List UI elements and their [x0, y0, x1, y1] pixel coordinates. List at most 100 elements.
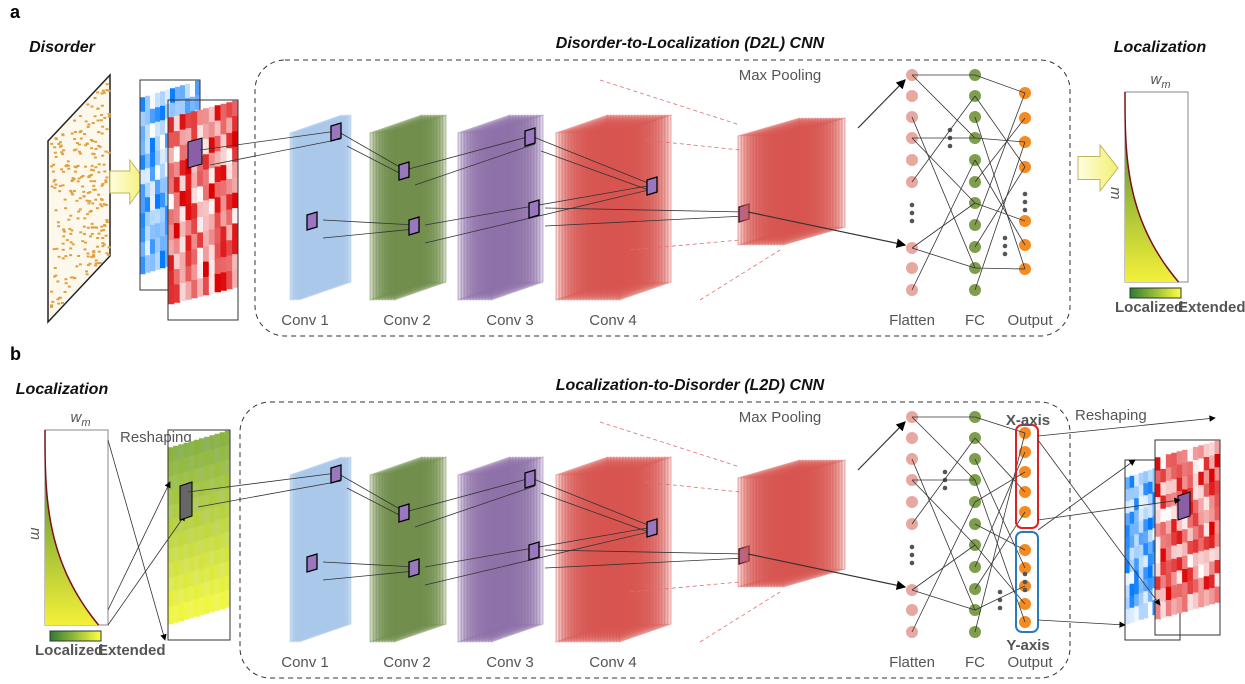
- disorder-site: [81, 240, 84, 242]
- disorder-site: [71, 132, 74, 134]
- disorder-site: [88, 191, 91, 193]
- disorder-site: [55, 138, 58, 140]
- layer-label: Conv 2: [383, 312, 431, 329]
- output-label: Localization: [1114, 39, 1207, 56]
- heat-cell: [1193, 593, 1199, 609]
- disorder-site: [94, 141, 97, 143]
- disorder-site: [101, 183, 104, 185]
- connection: [1038, 620, 1125, 625]
- disorder-site: [100, 205, 103, 207]
- flow-arrow: [1078, 145, 1118, 191]
- connection: [912, 75, 975, 138]
- reshaped-map: [168, 430, 231, 640]
- disorder-site: [65, 282, 68, 284]
- plot-y-label: m: [27, 528, 44, 541]
- connection: [912, 502, 975, 632]
- heat-cell: [191, 280, 197, 298]
- disorder-site: [87, 264, 90, 266]
- disorder-site: [83, 133, 86, 135]
- disorder-site: [103, 164, 106, 166]
- colorbar-label: Extended: [1178, 299, 1245, 316]
- disorder-site: [105, 89, 108, 91]
- heat-cell: [215, 593, 221, 611]
- heat-cell: [168, 286, 174, 304]
- disorder-site: [104, 179, 107, 181]
- heat-cell: [160, 251, 166, 269]
- disorder-site: [73, 120, 76, 122]
- disorder-site: [73, 149, 76, 151]
- connection: [975, 524, 1025, 550]
- heat-cell: [1125, 609, 1130, 624]
- colorbar-label: Localized: [1115, 299, 1183, 316]
- disorder-site: [103, 224, 106, 226]
- feature-map: [738, 118, 800, 245]
- disorder-site: [75, 200, 78, 202]
- disorder-site: [105, 219, 108, 221]
- heat-cell: [1198, 591, 1204, 607]
- neuron: [906, 496, 919, 509]
- disorder-site: [96, 246, 99, 248]
- layer-label: Conv 4: [589, 654, 637, 671]
- feature-map: [458, 457, 510, 642]
- disorder-site: [92, 122, 95, 124]
- disorder-site: [96, 237, 99, 239]
- disorder-site: [108, 152, 111, 154]
- disorder-site: [69, 233, 72, 235]
- dense-label: Flatten: [889, 654, 935, 671]
- plot-x-label: wm: [71, 409, 91, 429]
- disorder-site: [83, 226, 86, 228]
- disorder-site: [97, 131, 100, 133]
- neuron: [906, 262, 919, 275]
- disorder-site: [79, 131, 82, 133]
- disorder-site: [57, 221, 60, 223]
- disorder-site: [57, 225, 60, 227]
- disorder-site: [58, 256, 61, 258]
- connection: [912, 160, 975, 290]
- disorder-site: [93, 180, 96, 182]
- disorder-site: [68, 228, 71, 230]
- disorder-site: [62, 149, 65, 151]
- connection: [700, 250, 780, 300]
- disorder-site: [81, 185, 84, 187]
- heat-cell: [168, 607, 174, 625]
- kernel: [409, 217, 419, 235]
- disorder-site: [101, 155, 104, 157]
- plot-x-label: wm: [1151, 71, 1171, 91]
- disorder-site: [59, 297, 62, 299]
- dense-label: Output: [1007, 654, 1053, 671]
- disorder-site: [104, 181, 107, 183]
- disorder-site: [100, 230, 103, 232]
- disorder-site: [62, 257, 65, 259]
- heat-cell: [1209, 588, 1215, 604]
- disorder-site: [68, 286, 71, 288]
- disorder-site: [50, 291, 53, 293]
- kernel: [188, 138, 202, 168]
- disorder-site: [91, 233, 94, 235]
- subscript: m: [1161, 79, 1170, 91]
- disorder-site: [89, 235, 92, 237]
- disorder-site: [66, 239, 69, 241]
- ellipsis-dot: [910, 203, 915, 208]
- kernel: [1178, 492, 1190, 520]
- disorder-site: [101, 185, 104, 187]
- disorder-site: [71, 180, 74, 182]
- disorder-site: [92, 256, 95, 258]
- disorder-site: [97, 194, 100, 196]
- disorder-site: [69, 247, 72, 249]
- ellipsis-dot: [948, 144, 953, 149]
- heat-cell: [197, 278, 203, 296]
- connection: [975, 93, 1025, 225]
- ellipsis-dot: [1003, 252, 1008, 257]
- disorder-site: [63, 231, 66, 233]
- disorder-site: [100, 226, 103, 228]
- disorder-site: [90, 106, 93, 108]
- heat-cell: [174, 284, 180, 302]
- disorder-site: [94, 265, 97, 267]
- disorder-site: [94, 166, 97, 168]
- heat-cell: [203, 277, 209, 295]
- disorder-site: [64, 278, 67, 280]
- kernel: [529, 542, 539, 560]
- disorder-site: [79, 231, 82, 233]
- disorder-site: [73, 178, 76, 180]
- disorder-site: [98, 251, 101, 253]
